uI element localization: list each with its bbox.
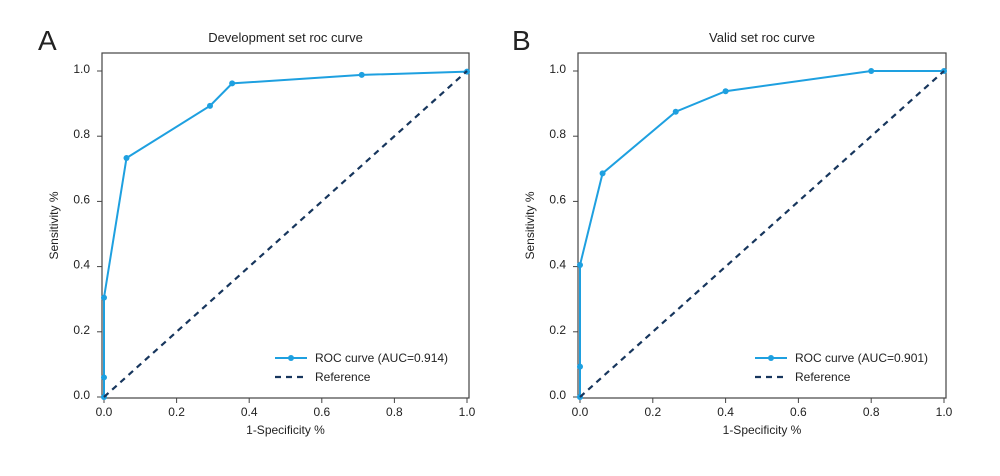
x-tick-label: 1.0 <box>459 405 476 419</box>
y-tick-label: 0.6 <box>73 192 90 206</box>
x-tick-label: 0.6 <box>790 405 807 419</box>
roc-point <box>101 294 107 301</box>
x-tick-label: 0.8 <box>386 405 403 419</box>
roc-point <box>206 102 213 109</box>
legend-entry: ROC curve (AUC=0.901) <box>795 351 928 365</box>
roc-point <box>722 88 729 95</box>
x-axis-label: 1-Specificity % <box>246 423 325 437</box>
y-tick-label: 1.0 <box>73 62 90 76</box>
x-tick-label: 0.4 <box>717 405 734 419</box>
y-tick-label: 0.0 <box>73 388 90 402</box>
x-axis-label: 1-Specificity % <box>723 423 802 437</box>
legend-entry: Reference <box>795 370 851 384</box>
y-tick-label: 0.8 <box>73 127 90 141</box>
roc-point <box>358 71 365 78</box>
roc-point <box>599 170 606 177</box>
panel-a: A Development set roc curve 0.0 0.2 0.4 0.6 0.… <box>38 25 476 437</box>
panel-label: B <box>512 25 531 56</box>
roc-point <box>577 261 583 268</box>
roc-point <box>123 155 130 162</box>
roc-point <box>868 68 875 74</box>
legend-entry: ROC curve (AUC=0.914) <box>315 351 448 365</box>
x-tick-label: 0.6 <box>313 405 330 419</box>
y-tick-label: 0.0 <box>549 388 566 402</box>
roc-point <box>672 108 679 115</box>
panel-b: B Valid set roc curve 0.0 0.2 0.4 0.6 0.8 1.0 0.… <box>512 25 953 437</box>
roc-point <box>577 363 583 370</box>
x-tick-label: 1.0 <box>936 405 953 419</box>
x-tick-label: 0.0 <box>572 405 589 419</box>
roc-point <box>229 80 236 87</box>
y-tick-label: 0.8 <box>549 127 566 141</box>
y-tick-label: 0.2 <box>549 323 566 337</box>
x-tick-label: 0.0 <box>96 405 113 419</box>
plot-frame <box>577 52 947 399</box>
legend-roc-marker <box>768 355 774 361</box>
y-tick-label: 0.4 <box>549 258 566 272</box>
roc-point <box>101 374 107 381</box>
x-tick-label: 0.8 <box>863 405 880 419</box>
x-tick-label: 0.4 <box>241 405 258 419</box>
chart-title: Valid set roc curve <box>709 30 815 45</box>
legend-entry: Reference <box>315 370 371 384</box>
reference-line <box>103 70 468 398</box>
panel-label: A <box>38 25 57 56</box>
plot-frame <box>101 52 470 399</box>
y-axis-label: Sensitivity % <box>523 191 537 259</box>
reference-line <box>579 70 945 398</box>
legend-roc-marker <box>288 355 294 361</box>
y-axis-label: Sensitivity % <box>47 191 61 259</box>
y-tick-label: 0.4 <box>73 258 90 272</box>
roc-curve-line <box>103 70 468 397</box>
x-tick-label: 0.2 <box>644 405 661 419</box>
y-tick-label: 0.6 <box>549 192 566 206</box>
chart-title: Development set roc curve <box>208 30 363 45</box>
y-tick-label: 0.2 <box>73 323 90 337</box>
y-tick-label: 1.0 <box>549 62 566 76</box>
roc-curve-line <box>579 70 944 397</box>
x-tick-label: 0.2 <box>168 405 185 419</box>
